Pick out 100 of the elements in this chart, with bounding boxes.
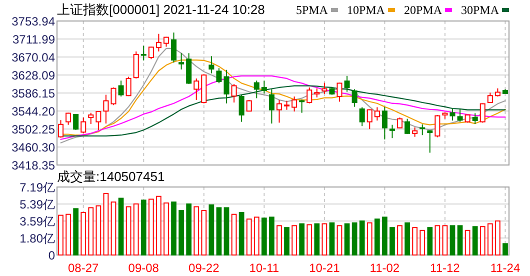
- bar: [276, 225, 282, 256]
- bar: [412, 227, 418, 256]
- bar: [434, 225, 440, 256]
- bar: [186, 203, 192, 256]
- candlestick: [292, 96, 298, 112]
- chart-title: 上证指数[000001] 2021-11-24 10:28: [57, 2, 265, 17]
- candlestick: [238, 94, 244, 122]
- bar: [194, 206, 200, 256]
- candlestick: [80, 117, 86, 134]
- candlestick: [96, 110, 102, 130]
- bar: [238, 212, 244, 256]
- bar: [58, 214, 64, 256]
- y-tick-label: 3753.94: [12, 14, 56, 28]
- candlestick: [73, 114, 79, 130]
- bar: [374, 218, 380, 256]
- y-tick-label: 3628.09: [12, 68, 56, 82]
- bar: [96, 205, 102, 256]
- candlestick: [254, 80, 260, 99]
- candlestick: [314, 88, 320, 98]
- candlestick: [148, 46, 154, 60]
- bar: [164, 202, 169, 256]
- candlestick: [261, 80, 267, 94]
- x-tick-label: 10-21: [309, 261, 340, 275]
- candlestick: [404, 118, 410, 134]
- bar: [156, 196, 162, 256]
- candlestick: [352, 88, 358, 108]
- candlestick: [208, 56, 214, 74]
- candlestick: [194, 78, 200, 100]
- bar: [66, 214, 71, 256]
- candlestick: [118, 80, 124, 97]
- candlestick: [450, 108, 456, 122]
- y-tick-label: 3586.15: [12, 86, 56, 100]
- bar: [73, 208, 79, 256]
- bar: [336, 225, 342, 256]
- y-tick-label: 3670.04: [12, 50, 56, 64]
- legend-label: 5PMA: [296, 3, 328, 17]
- bar: [442, 225, 448, 256]
- bar: [140, 200, 146, 256]
- x-tick-label: 10-11: [249, 261, 280, 275]
- candlestick: [457, 108, 463, 122]
- bar: [420, 230, 426, 256]
- legend-label: 20PMA: [404, 3, 442, 17]
- x-tick-label: 09-22: [188, 261, 220, 275]
- bar: [322, 223, 328, 256]
- bar: [306, 224, 312, 256]
- candlestick: [133, 50, 139, 79]
- candlestick: [268, 88, 274, 124]
- y-tick-label: 7.19亿: [20, 180, 55, 194]
- bar: [261, 218, 267, 256]
- bar: [329, 222, 335, 256]
- bar: [80, 212, 86, 256]
- bar: [284, 227, 290, 256]
- candlestick: [88, 112, 94, 124]
- bar: [110, 202, 116, 256]
- bar: [216, 207, 222, 256]
- candlestick: [336, 82, 342, 102]
- bar: [352, 222, 358, 256]
- candlestick: [110, 86, 116, 106]
- y-tick-label: 5.39亿: [20, 198, 55, 212]
- bar: [88, 207, 94, 256]
- candlestick: [216, 68, 222, 84]
- candlestick: [156, 33, 162, 52]
- bar: [314, 223, 320, 256]
- bar: [208, 204, 214, 256]
- y-tick-label: 0: [48, 248, 56, 262]
- candlestick: [126, 76, 132, 97]
- candlestick: [420, 124, 426, 136]
- y-tick-label: 1.80亿: [20, 231, 55, 246]
- bar: [246, 218, 252, 256]
- bar: [269, 216, 274, 256]
- candlestick: [389, 124, 395, 139]
- candlestick: [434, 114, 440, 138]
- y-tick-label: 3418.35: [12, 158, 56, 172]
- legend-label: 10PMA: [346, 3, 386, 17]
- bar: [464, 230, 470, 256]
- bar: [133, 203, 139, 256]
- x-tick-label: 08-27: [68, 261, 100, 275]
- candlestick: [178, 52, 184, 70]
- x-tick-label: 11-02: [370, 261, 400, 275]
- candlestick: [427, 130, 433, 154]
- y-tick-label: 3711.99: [12, 32, 56, 46]
- bar: [502, 243, 508, 256]
- bar: [224, 207, 230, 256]
- legend-label: 30PMA: [460, 3, 500, 17]
- bar: [404, 222, 410, 256]
- candlestick: [487, 92, 493, 103]
- candlestick: [397, 117, 403, 129]
- bar: [201, 210, 207, 256]
- candlestick: [472, 112, 478, 124]
- bar: [231, 214, 237, 256]
- bar: [427, 227, 433, 256]
- candlestick: [322, 82, 328, 94]
- chart-title: 成交量:140507451: [57, 169, 165, 184]
- x-tick-label: 09-08: [128, 261, 160, 275]
- candlestick: [103, 94, 109, 124]
- candlestick: [306, 86, 312, 104]
- x-tick-label: 11-24: [490, 261, 520, 275]
- candlestick: [359, 106, 365, 127]
- bar: [457, 225, 463, 256]
- y-tick-label: 3460.30: [12, 140, 56, 154]
